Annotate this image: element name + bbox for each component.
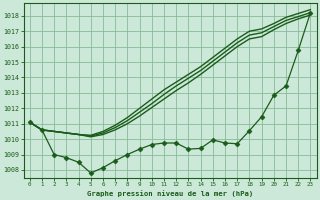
X-axis label: Graphe pression niveau de la mer (hPa): Graphe pression niveau de la mer (hPa) — [87, 190, 253, 197]
